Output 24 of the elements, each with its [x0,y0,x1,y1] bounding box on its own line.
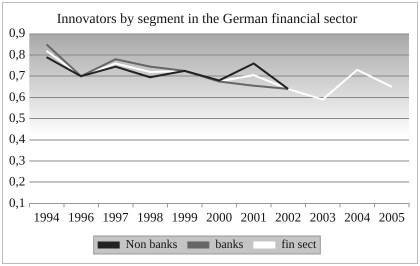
y-tick-label: 0,4 [9,131,26,146]
y-tick-label: 0,9 [9,25,26,40]
y-tick-label: 0,8 [9,46,26,62]
x-tick-label: 1996 [68,210,95,225]
x-tick-label: 2003 [310,210,336,225]
y-tick-label: 0,1 [9,194,26,210]
x-tick-label: 2001 [240,210,267,225]
x-tick-label: 1997 [102,210,130,225]
legend-label: Non banks [126,237,178,252]
x-tick-label: 2002 [275,210,302,225]
x-tick-label: 2000 [206,210,232,225]
legend-label: fin sect [281,237,317,252]
x-tick-label: 1994 [34,210,60,225]
x-tick-label: 2004 [344,210,371,225]
x-tick-label: 1999 [172,210,198,225]
y-tick-label: 0,5 [9,110,26,126]
y-tick-label: 0,6 [9,88,26,104]
x-tick-label: 1998 [137,210,164,225]
chart-title: Innovators by segment in the German financial sector [56,12,358,28]
x-tick-label: 2005 [378,210,405,225]
y-tick-label: 0,7 [9,68,26,83]
y-tick-label: 0,3 [9,152,26,168]
y-tick-label: 0,2 [9,174,26,189]
legend-label: banks [215,237,244,252]
